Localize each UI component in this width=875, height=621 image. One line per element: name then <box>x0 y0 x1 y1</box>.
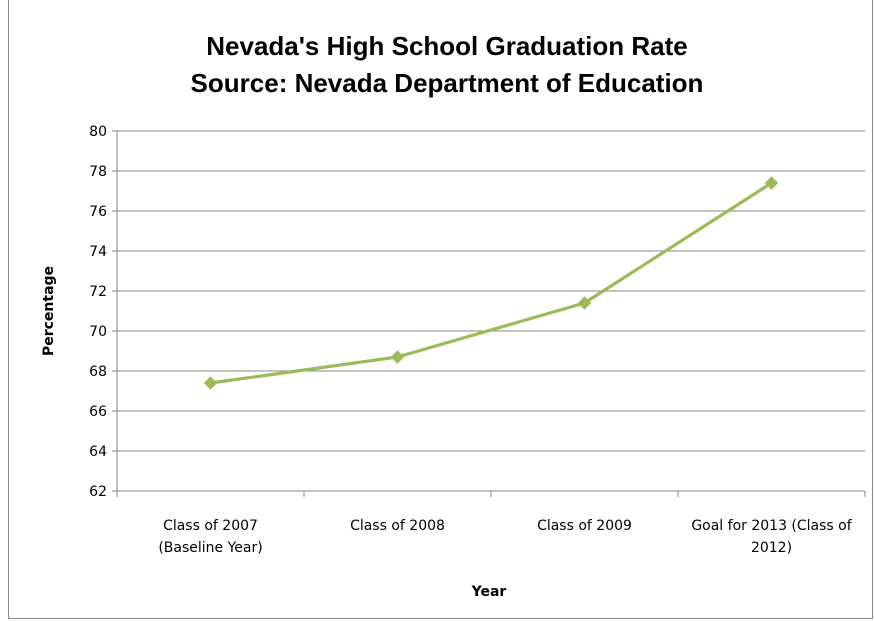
y-tick-label: 74 <box>89 244 107 260</box>
gridlines <box>112 130 865 492</box>
y-tick-labels: 62 64 66 68 70 72 74 76 78 80 <box>89 124 107 500</box>
data-point-marker <box>203 376 218 390</box>
chart-frame <box>8 0 873 619</box>
y-tick-label: 62 <box>89 484 107 500</box>
y-tick-label: 68 <box>89 364 107 380</box>
y-tick-label: 70 <box>89 324 107 340</box>
y-tick-label: 64 <box>89 444 107 460</box>
y-tick-label: 78 <box>89 164 107 180</box>
chart-title-line: Nevada's High School Graduation Rate <box>206 31 688 61</box>
y-tick-label: 72 <box>89 284 107 300</box>
x-axis-label: Year <box>471 584 507 600</box>
y-tick-label: 66 <box>89 404 107 420</box>
x-category-label: Class of 2009 <box>537 518 632 534</box>
x-category-labels: Class of 2007 (Baseline Year) Class of 200… <box>158 518 852 556</box>
y-tick-label: 76 <box>89 204 107 220</box>
x-axis <box>116 131 866 497</box>
series-line <box>210 181 773 385</box>
y-tick-label: 80 <box>89 124 107 140</box>
x-category-label: Class of 2007 (Baseline Year) <box>158 518 262 556</box>
x-category-label: Goal for 2013 (Class of 2012) <box>691 518 852 556</box>
chart-title: Nevada's High School Graduation Rate Sour… <box>191 31 704 98</box>
data-point-marker <box>390 350 405 364</box>
y-axis-label: Percentage <box>41 266 57 356</box>
data-point-marker <box>764 176 779 190</box>
series-group <box>203 176 779 390</box>
data-point-marker <box>577 296 592 310</box>
x-category-label: Class of 2008 <box>350 518 445 534</box>
chart-title-line: Source: Nevada Department of Education <box>191 68 704 98</box>
